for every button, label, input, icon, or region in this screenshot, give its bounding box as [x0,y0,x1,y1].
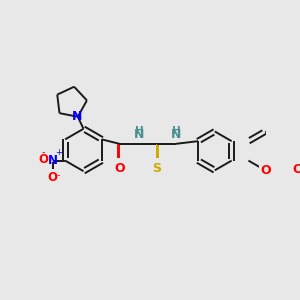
Text: N: N [134,128,144,141]
Text: +: + [56,148,62,157]
Text: O: O [38,153,48,166]
Text: S: S [152,162,161,176]
Text: -: - [41,147,45,157]
Text: -: - [56,170,60,180]
Text: O: O [260,164,271,177]
Text: N: N [72,110,82,123]
Text: O: O [48,171,58,184]
Text: O: O [293,164,300,176]
Text: H: H [172,126,180,136]
Text: O: O [114,162,125,176]
Text: H: H [134,126,143,136]
Text: N: N [48,154,58,167]
Text: N: N [171,128,181,141]
